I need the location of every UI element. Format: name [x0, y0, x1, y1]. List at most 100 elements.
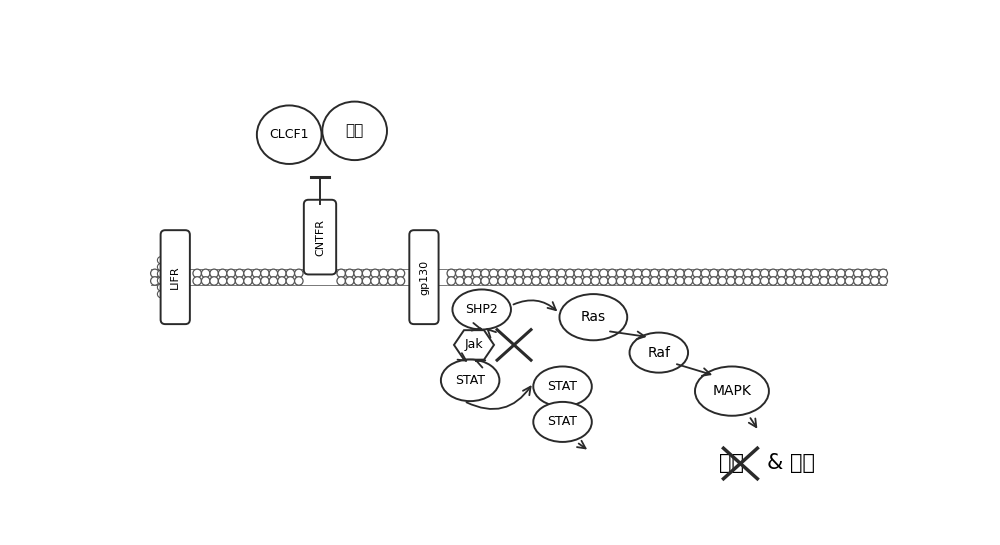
FancyBboxPatch shape [409, 230, 439, 324]
Circle shape [820, 277, 828, 285]
Circle shape [489, 269, 498, 277]
Circle shape [667, 277, 676, 285]
Circle shape [591, 277, 600, 285]
Circle shape [828, 269, 837, 277]
Circle shape [633, 269, 642, 277]
Circle shape [862, 277, 871, 285]
Text: 诱饵: 诱饵 [346, 123, 364, 138]
Circle shape [777, 277, 786, 285]
Circle shape [718, 277, 727, 285]
Circle shape [362, 269, 371, 277]
Circle shape [693, 277, 701, 285]
Circle shape [252, 269, 261, 277]
Circle shape [803, 277, 811, 285]
Circle shape [566, 269, 574, 277]
Circle shape [481, 269, 489, 277]
Circle shape [676, 269, 684, 277]
Circle shape [667, 269, 676, 277]
Polygon shape [454, 330, 494, 360]
Circle shape [151, 277, 159, 285]
Circle shape [625, 277, 633, 285]
Circle shape [515, 269, 523, 277]
Circle shape [371, 269, 379, 277]
Circle shape [227, 277, 235, 285]
Circle shape [295, 269, 303, 277]
Circle shape [286, 269, 295, 277]
Circle shape [278, 269, 286, 277]
Circle shape [157, 284, 165, 291]
Circle shape [157, 277, 165, 284]
Circle shape [693, 269, 701, 277]
Circle shape [871, 277, 879, 285]
Text: STAT: STAT [455, 374, 485, 387]
Circle shape [557, 277, 566, 285]
Circle shape [506, 269, 515, 277]
Circle shape [472, 269, 481, 277]
Circle shape [608, 269, 616, 277]
Circle shape [727, 277, 735, 285]
Circle shape [549, 277, 557, 285]
Circle shape [744, 277, 752, 285]
Circle shape [464, 277, 472, 285]
Circle shape [837, 277, 845, 285]
Circle shape [811, 277, 820, 285]
Text: MAPK: MAPK [713, 384, 751, 398]
Circle shape [650, 269, 659, 277]
Circle shape [193, 269, 201, 277]
Circle shape [659, 277, 667, 285]
Circle shape [777, 269, 786, 277]
Circle shape [388, 269, 396, 277]
Circle shape [871, 269, 879, 277]
Circle shape [396, 269, 405, 277]
Circle shape [837, 269, 845, 277]
Ellipse shape [452, 289, 511, 330]
Circle shape [278, 277, 286, 285]
Circle shape [549, 269, 557, 277]
Circle shape [151, 269, 159, 277]
Circle shape [269, 269, 278, 277]
Circle shape [472, 277, 481, 285]
Circle shape [710, 277, 718, 285]
Circle shape [532, 269, 540, 277]
Circle shape [591, 269, 600, 277]
Circle shape [286, 277, 295, 285]
Circle shape [345, 277, 354, 285]
FancyBboxPatch shape [304, 200, 336, 275]
Circle shape [811, 269, 820, 277]
Circle shape [157, 270, 165, 277]
Circle shape [557, 269, 566, 277]
Circle shape [583, 277, 591, 285]
Circle shape [447, 277, 456, 285]
Circle shape [157, 290, 165, 298]
Ellipse shape [533, 402, 592, 442]
Text: LIFR: LIFR [170, 265, 180, 289]
Circle shape [574, 269, 583, 277]
Circle shape [600, 269, 608, 277]
Circle shape [235, 277, 244, 285]
Circle shape [574, 277, 583, 285]
Ellipse shape [630, 332, 688, 373]
Circle shape [769, 277, 777, 285]
Text: CLCF1: CLCF1 [269, 128, 309, 141]
Circle shape [498, 269, 506, 277]
Circle shape [354, 277, 362, 285]
Text: Raf: Raf [647, 346, 670, 360]
Circle shape [540, 277, 549, 285]
Circle shape [481, 277, 489, 285]
Circle shape [371, 277, 379, 285]
Circle shape [210, 269, 218, 277]
Circle shape [456, 277, 464, 285]
Circle shape [752, 277, 760, 285]
Circle shape [201, 269, 210, 277]
Circle shape [701, 269, 710, 277]
Circle shape [447, 269, 456, 277]
Ellipse shape [257, 105, 322, 164]
Circle shape [388, 277, 396, 285]
Circle shape [642, 277, 650, 285]
Circle shape [769, 269, 777, 277]
Circle shape [337, 269, 345, 277]
Text: & 存活: & 存活 [767, 453, 815, 474]
Circle shape [218, 277, 227, 285]
Circle shape [227, 269, 235, 277]
Circle shape [252, 277, 261, 285]
